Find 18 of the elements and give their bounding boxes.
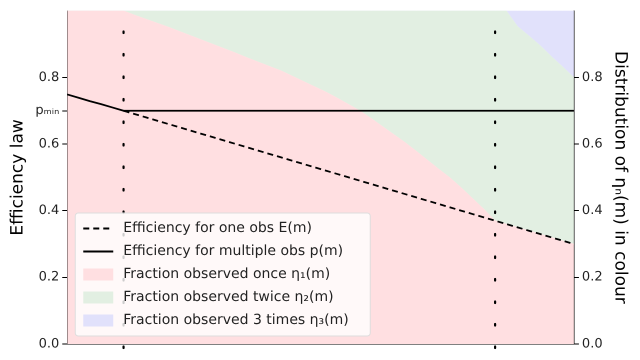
- legend-label: Fraction observed once η₁(m): [123, 266, 330, 282]
- y2-tick-label: 0.8: [582, 70, 603, 85]
- y-tick-label: 0.2: [38, 270, 60, 285]
- y-tick-label: 0.6: [38, 136, 60, 152]
- y-tick-label: 0.0: [38, 336, 60, 352]
- y-tick-label: pₘᵢₙ: [35, 103, 60, 118]
- y2-axis-title: Distribution of ηₙ(m) in colour: [610, 51, 630, 304]
- y2-tick-label: 0.4: [582, 203, 603, 218]
- y2-tick-label: 0.6: [582, 136, 603, 152]
- y-axis-title: Efficiency law: [8, 119, 28, 236]
- legend-label: Fraction observed 3 times η₃(m): [123, 312, 349, 328]
- legend-label: Efficiency for multiple obs p(m): [123, 243, 344, 260]
- legend-label: Efficiency for one obs E(m): [123, 220, 312, 236]
- y2-tick-label: 0.0: [582, 336, 603, 352]
- y-tick-label: 0.8: [38, 70, 60, 85]
- y2-tick-label: 0.2: [582, 270, 603, 285]
- legend-label: Fraction observed twice η₂(m): [123, 289, 334, 306]
- y-tick-label: 0.4: [38, 203, 60, 218]
